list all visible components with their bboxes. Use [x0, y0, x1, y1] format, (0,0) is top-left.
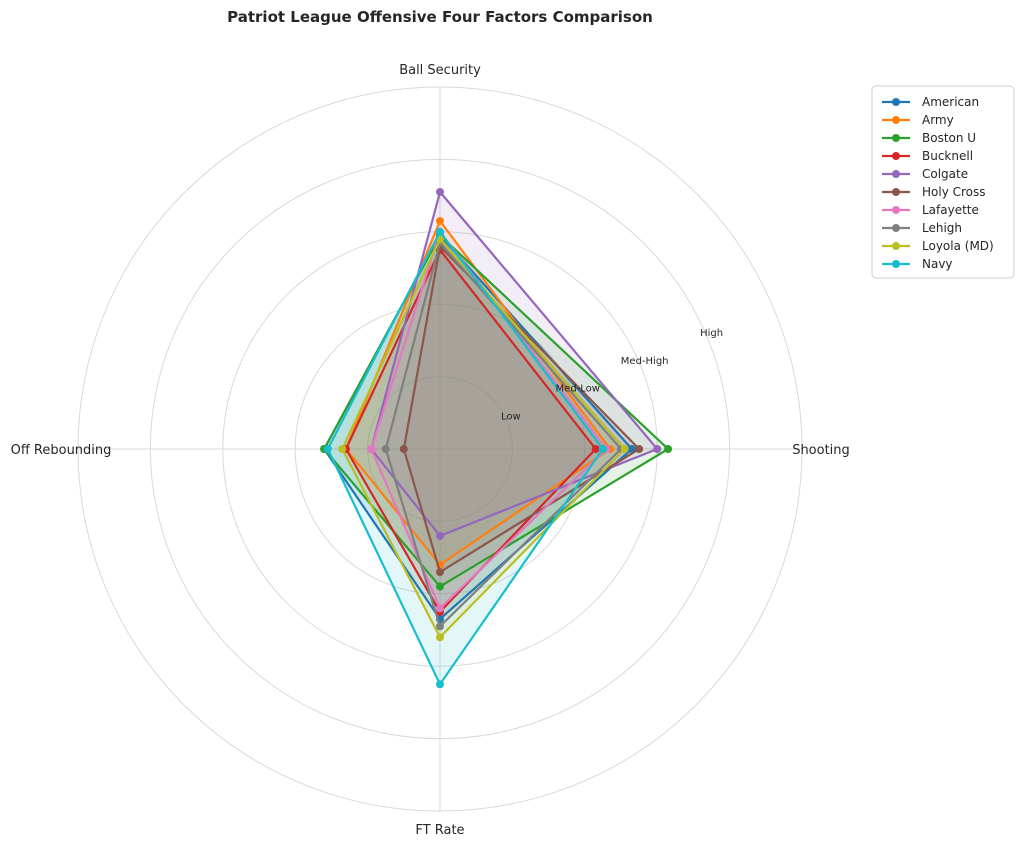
- axis-labels: Low Med-Low Med-High High Shooting Ball Secur…: [11, 63, 850, 838]
- ring-label: Low: [501, 411, 521, 422]
- series-point: [381, 445, 390, 453]
- legend-label: Bucknell: [922, 149, 973, 163]
- legend-label: Navy: [922, 257, 953, 271]
- series-point: [436, 227, 444, 236]
- series-point: [620, 445, 629, 453]
- series-point: [653, 445, 662, 453]
- series-point: [635, 445, 644, 453]
- series-point: [436, 531, 444, 540]
- series-point: [598, 445, 607, 453]
- legend-label: American: [922, 95, 979, 109]
- series-fill: [385, 242, 621, 627]
- series-point: [436, 582, 444, 591]
- series-point: [436, 633, 444, 642]
- series-point: [436, 604, 444, 613]
- legend: American Army Boston U Bucknell Colgate Holy …: [871, 85, 1015, 279]
- ring-label: High: [700, 328, 723, 339]
- series-layer: [320, 187, 673, 689]
- series-fill: [371, 231, 607, 609]
- legend-marker: [892, 188, 900, 196]
- legend-marker: [892, 206, 900, 214]
- series-fill: [371, 192, 658, 536]
- legend-marker: [892, 134, 900, 142]
- axis-label: Ball Security: [399, 63, 481, 78]
- ring-label: Med-High: [621, 356, 669, 367]
- series-point: [367, 445, 376, 453]
- chart-title: Patriot League Offensive Four Factors Co…: [227, 8, 653, 26]
- series-point: [399, 445, 408, 453]
- legend-label: Lafayette: [922, 203, 979, 217]
- series-point: [436, 216, 444, 225]
- legend-label: Boston U: [922, 131, 976, 145]
- legend-marker: [892, 260, 900, 268]
- series-point: [664, 445, 673, 453]
- legend-label: Colgate: [922, 167, 968, 181]
- legend-label: Army: [922, 113, 954, 127]
- series-fill: [403, 246, 640, 573]
- legend-marker: [892, 170, 900, 178]
- series-point: [323, 445, 332, 453]
- legend-marker: [892, 152, 900, 160]
- axis-label: Off Rebounding: [11, 443, 112, 458]
- axis-label: FT Rate: [415, 823, 464, 838]
- series-point: [436, 622, 444, 631]
- legend-marker: [892, 242, 900, 250]
- ring-label: Med-Low: [556, 384, 600, 395]
- series-point: [436, 187, 444, 196]
- series-point: [338, 445, 347, 453]
- legend-marker: [892, 98, 900, 106]
- legend-label: Holy Cross: [922, 185, 986, 199]
- axis-label: Shooting: [792, 443, 850, 458]
- legend-marker: [892, 116, 900, 124]
- legend-label: Loyola (MD): [922, 239, 994, 253]
- series-fill: [327, 231, 603, 685]
- legend-box: [871, 85, 1015, 279]
- series-point: [591, 445, 600, 453]
- series-point: [436, 568, 444, 577]
- series-point: [436, 680, 444, 689]
- legend-marker: [892, 224, 900, 232]
- legend-label: Lehigh: [922, 221, 962, 235]
